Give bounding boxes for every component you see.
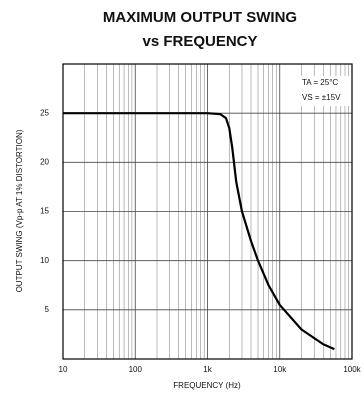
y-tick-label: 5 <box>45 305 50 314</box>
data-line <box>63 112 335 351</box>
x-tick-label: 100k <box>343 365 361 374</box>
annotation: VS = ±15V <box>302 93 341 102</box>
y-tick-label: 10 <box>40 256 49 265</box>
annotation-box <box>298 76 350 106</box>
x-axis-label: FREQUENCY (Hz) <box>173 381 241 390</box>
y-axis-label: OUTPUT SWING (Vp-p AT 1% DISTORTION) <box>15 129 24 292</box>
chart-subtitle: vs FREQUENCY <box>142 33 257 50</box>
x-tick-label: 10 <box>59 365 68 374</box>
chart-title: MAXIMUM OUTPUT SWING <box>103 9 297 26</box>
y-tick-label: 20 <box>40 157 49 166</box>
x-tick-label: 10k <box>273 365 287 374</box>
x-tick-label: 100 <box>129 365 143 374</box>
plot-frame <box>62 63 353 360</box>
y-tick-label: 25 <box>40 108 49 117</box>
annotation: TA = 25°C <box>302 78 338 87</box>
y-tick-label: 15 <box>40 207 49 216</box>
x-tick-label: 1k <box>203 365 212 374</box>
